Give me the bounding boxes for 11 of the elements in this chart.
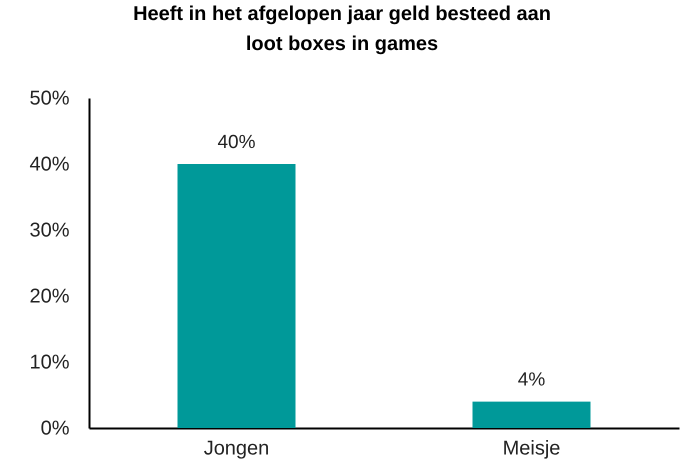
chart-title: Heeft in het afgelopen jaar geld besteed aan loot boxes in games: [133, 3, 551, 55]
data-label: 4%: [518, 370, 546, 391]
y-tick-label: 40%: [29, 154, 70, 176]
x-tick-label: Jongen: [204, 438, 270, 460]
y-tick-label: 10%: [29, 352, 70, 374]
x-tick-label: Meisje: [502, 438, 560, 460]
y-tick-label: 0%: [40, 418, 70, 440]
data-label: 40%: [217, 132, 256, 153]
y-tick-label: 20%: [29, 286, 70, 308]
y-tick-label: 30%: [29, 220, 70, 242]
y-tick-label: 50%: [29, 88, 70, 110]
